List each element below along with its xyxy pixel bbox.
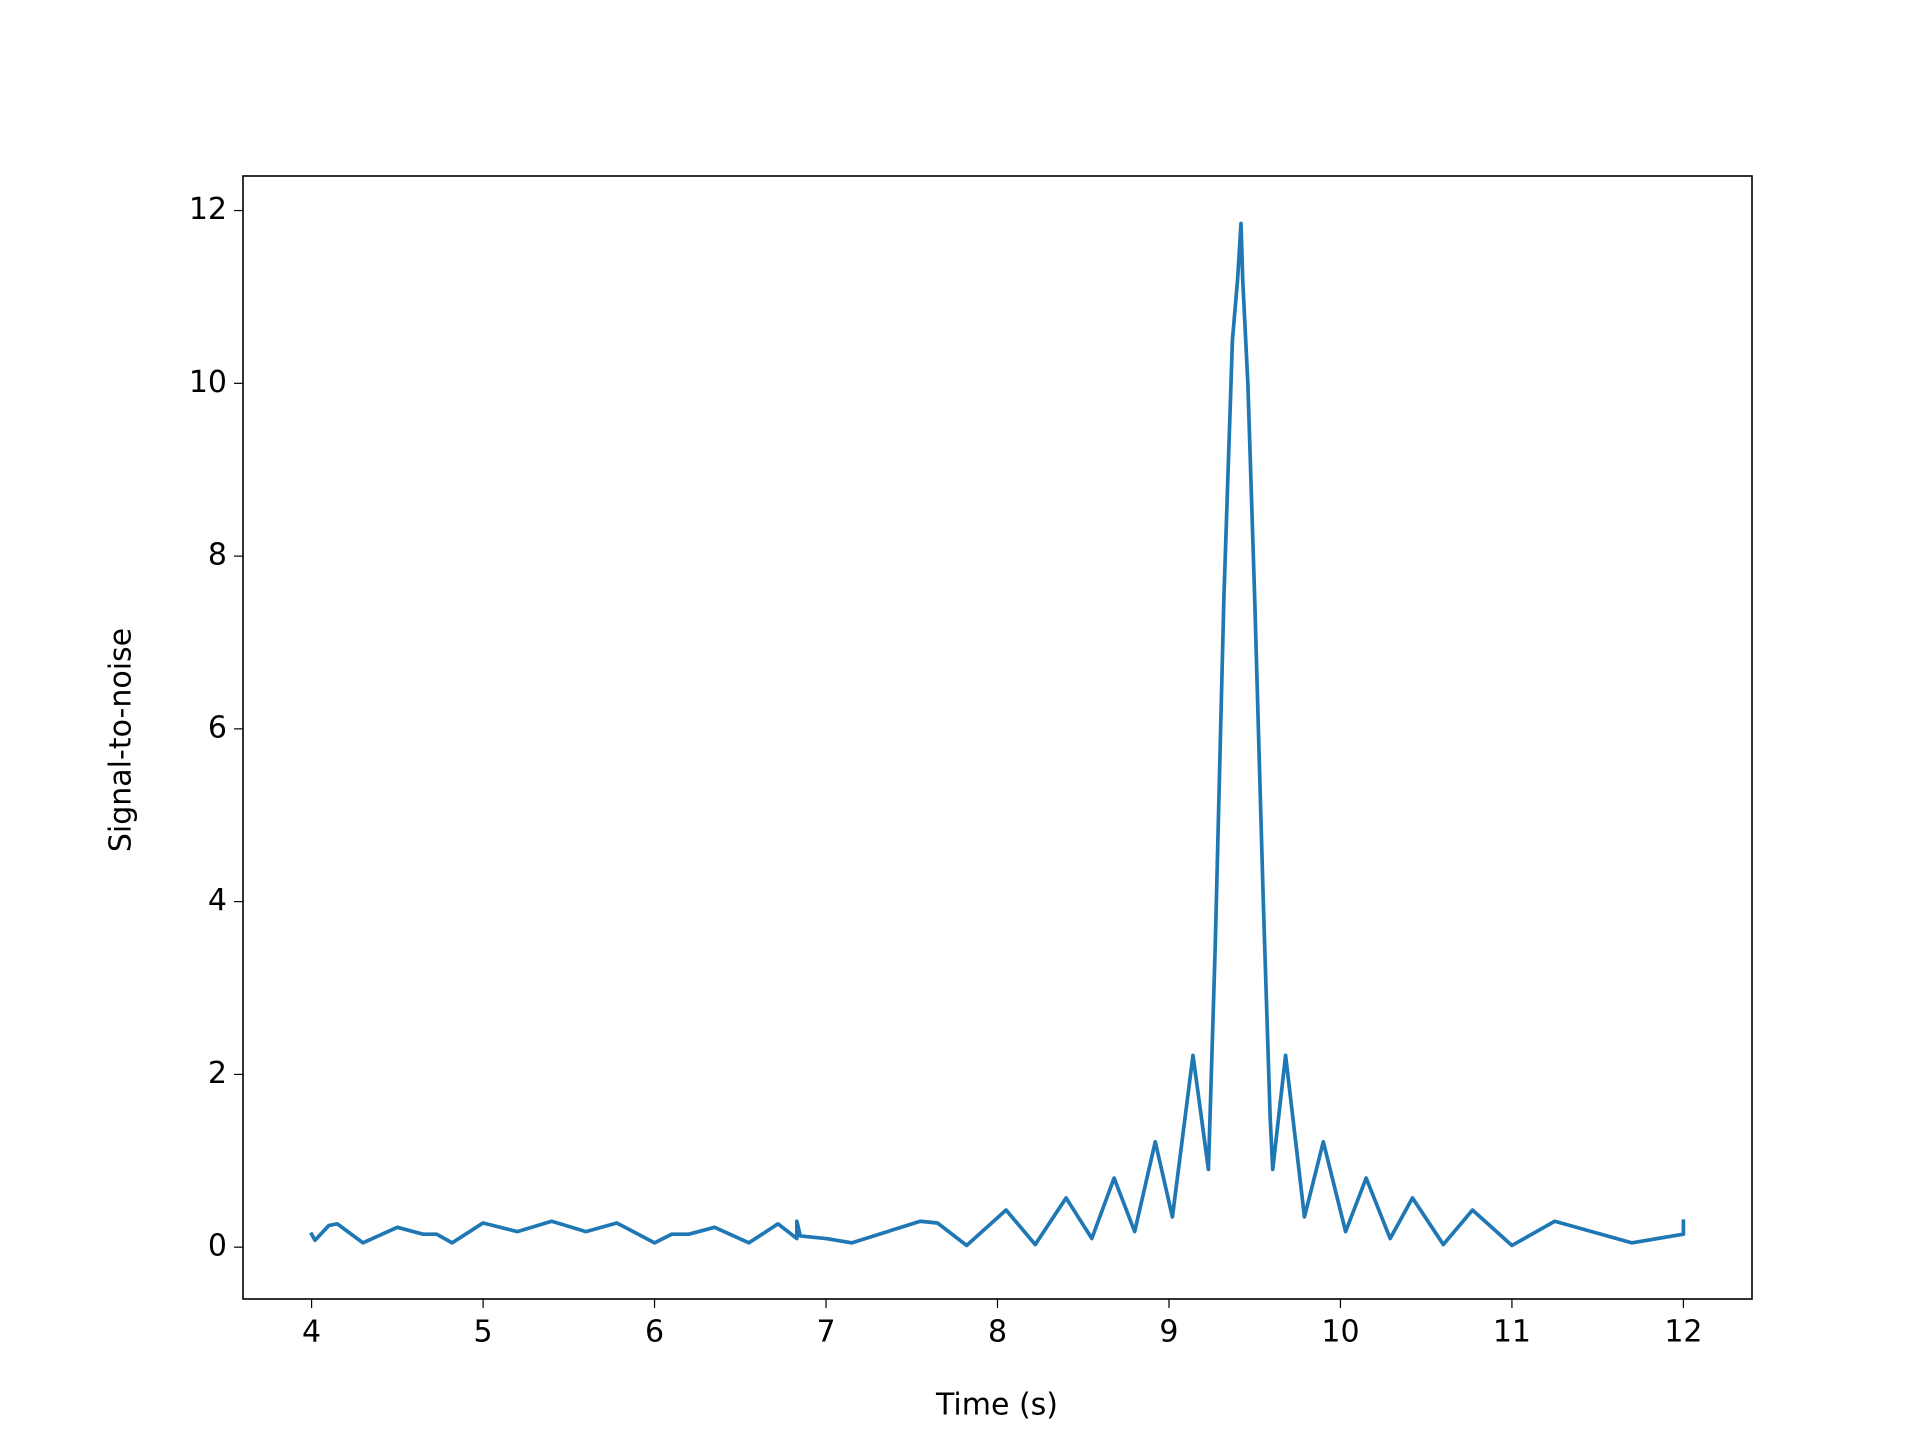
y-tick-label: 0 bbox=[208, 1229, 227, 1264]
x-tick-label: 9 bbox=[1159, 1315, 1178, 1350]
line bbox=[309, 221, 1686, 1248]
x-tick-label: 12 bbox=[1664, 1315, 1702, 1350]
y-tick-label: 12 bbox=[189, 192, 227, 227]
plot-frame bbox=[242, 175, 1753, 1300]
x-tick-label: 5 bbox=[474, 1315, 493, 1350]
x-tick-label: 11 bbox=[1493, 1315, 1531, 1350]
x-tick-label: 10 bbox=[1321, 1315, 1359, 1350]
y-axis-label: Signal-to-noise bbox=[104, 628, 139, 852]
y-tick-label: 8 bbox=[208, 538, 227, 573]
y-tick-label: 4 bbox=[208, 883, 227, 918]
y-tick-label: 2 bbox=[208, 1056, 227, 1091]
x-tick-label: 6 bbox=[645, 1315, 664, 1350]
x-tick-label: 7 bbox=[816, 1315, 835, 1350]
x-tick-label: 8 bbox=[988, 1315, 1007, 1350]
x-axis-label: Time (s) bbox=[935, 1388, 1058, 1423]
y-tick-label: 10 bbox=[189, 365, 227, 400]
x-tick-label: 4 bbox=[302, 1315, 321, 1350]
y-tick-label: 6 bbox=[208, 710, 227, 745]
